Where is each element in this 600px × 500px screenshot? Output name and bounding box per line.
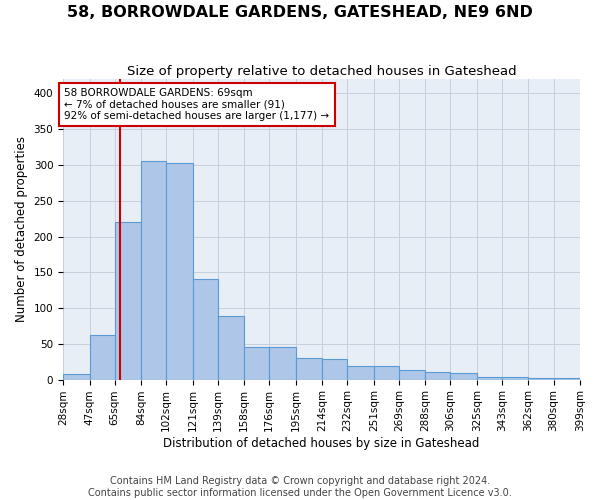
Bar bbox=[166, 163, 193, 380]
Bar bbox=[477, 376, 502, 380]
Text: 58, BORROWDALE GARDENS, GATESHEAD, NE9 6ND: 58, BORROWDALE GARDENS, GATESHEAD, NE9 6… bbox=[67, 5, 533, 20]
Bar bbox=[63, 374, 89, 380]
Bar bbox=[502, 376, 529, 380]
Bar bbox=[554, 378, 580, 380]
Text: Contains HM Land Registry data © Crown copyright and database right 2024.
Contai: Contains HM Land Registry data © Crown c… bbox=[88, 476, 512, 498]
Y-axis label: Number of detached properties: Number of detached properties bbox=[15, 136, 28, 322]
Bar bbox=[296, 358, 322, 380]
Bar bbox=[244, 346, 269, 380]
Bar bbox=[218, 316, 244, 380]
Bar bbox=[141, 162, 166, 380]
Text: 58 BORROWDALE GARDENS: 69sqm
← 7% of detached houses are smaller (91)
92% of sem: 58 BORROWDALE GARDENS: 69sqm ← 7% of det… bbox=[64, 88, 329, 121]
X-axis label: Distribution of detached houses by size in Gateshead: Distribution of detached houses by size … bbox=[163, 437, 480, 450]
Bar bbox=[322, 359, 347, 380]
Bar bbox=[451, 373, 477, 380]
Bar bbox=[347, 366, 374, 380]
Bar bbox=[399, 370, 425, 380]
Bar bbox=[269, 346, 296, 380]
Bar bbox=[89, 334, 115, 380]
Title: Size of property relative to detached houses in Gateshead: Size of property relative to detached ho… bbox=[127, 65, 517, 78]
Bar bbox=[374, 366, 399, 380]
Bar bbox=[529, 378, 554, 380]
Bar bbox=[193, 280, 218, 380]
Bar bbox=[425, 372, 451, 380]
Bar bbox=[115, 222, 141, 380]
